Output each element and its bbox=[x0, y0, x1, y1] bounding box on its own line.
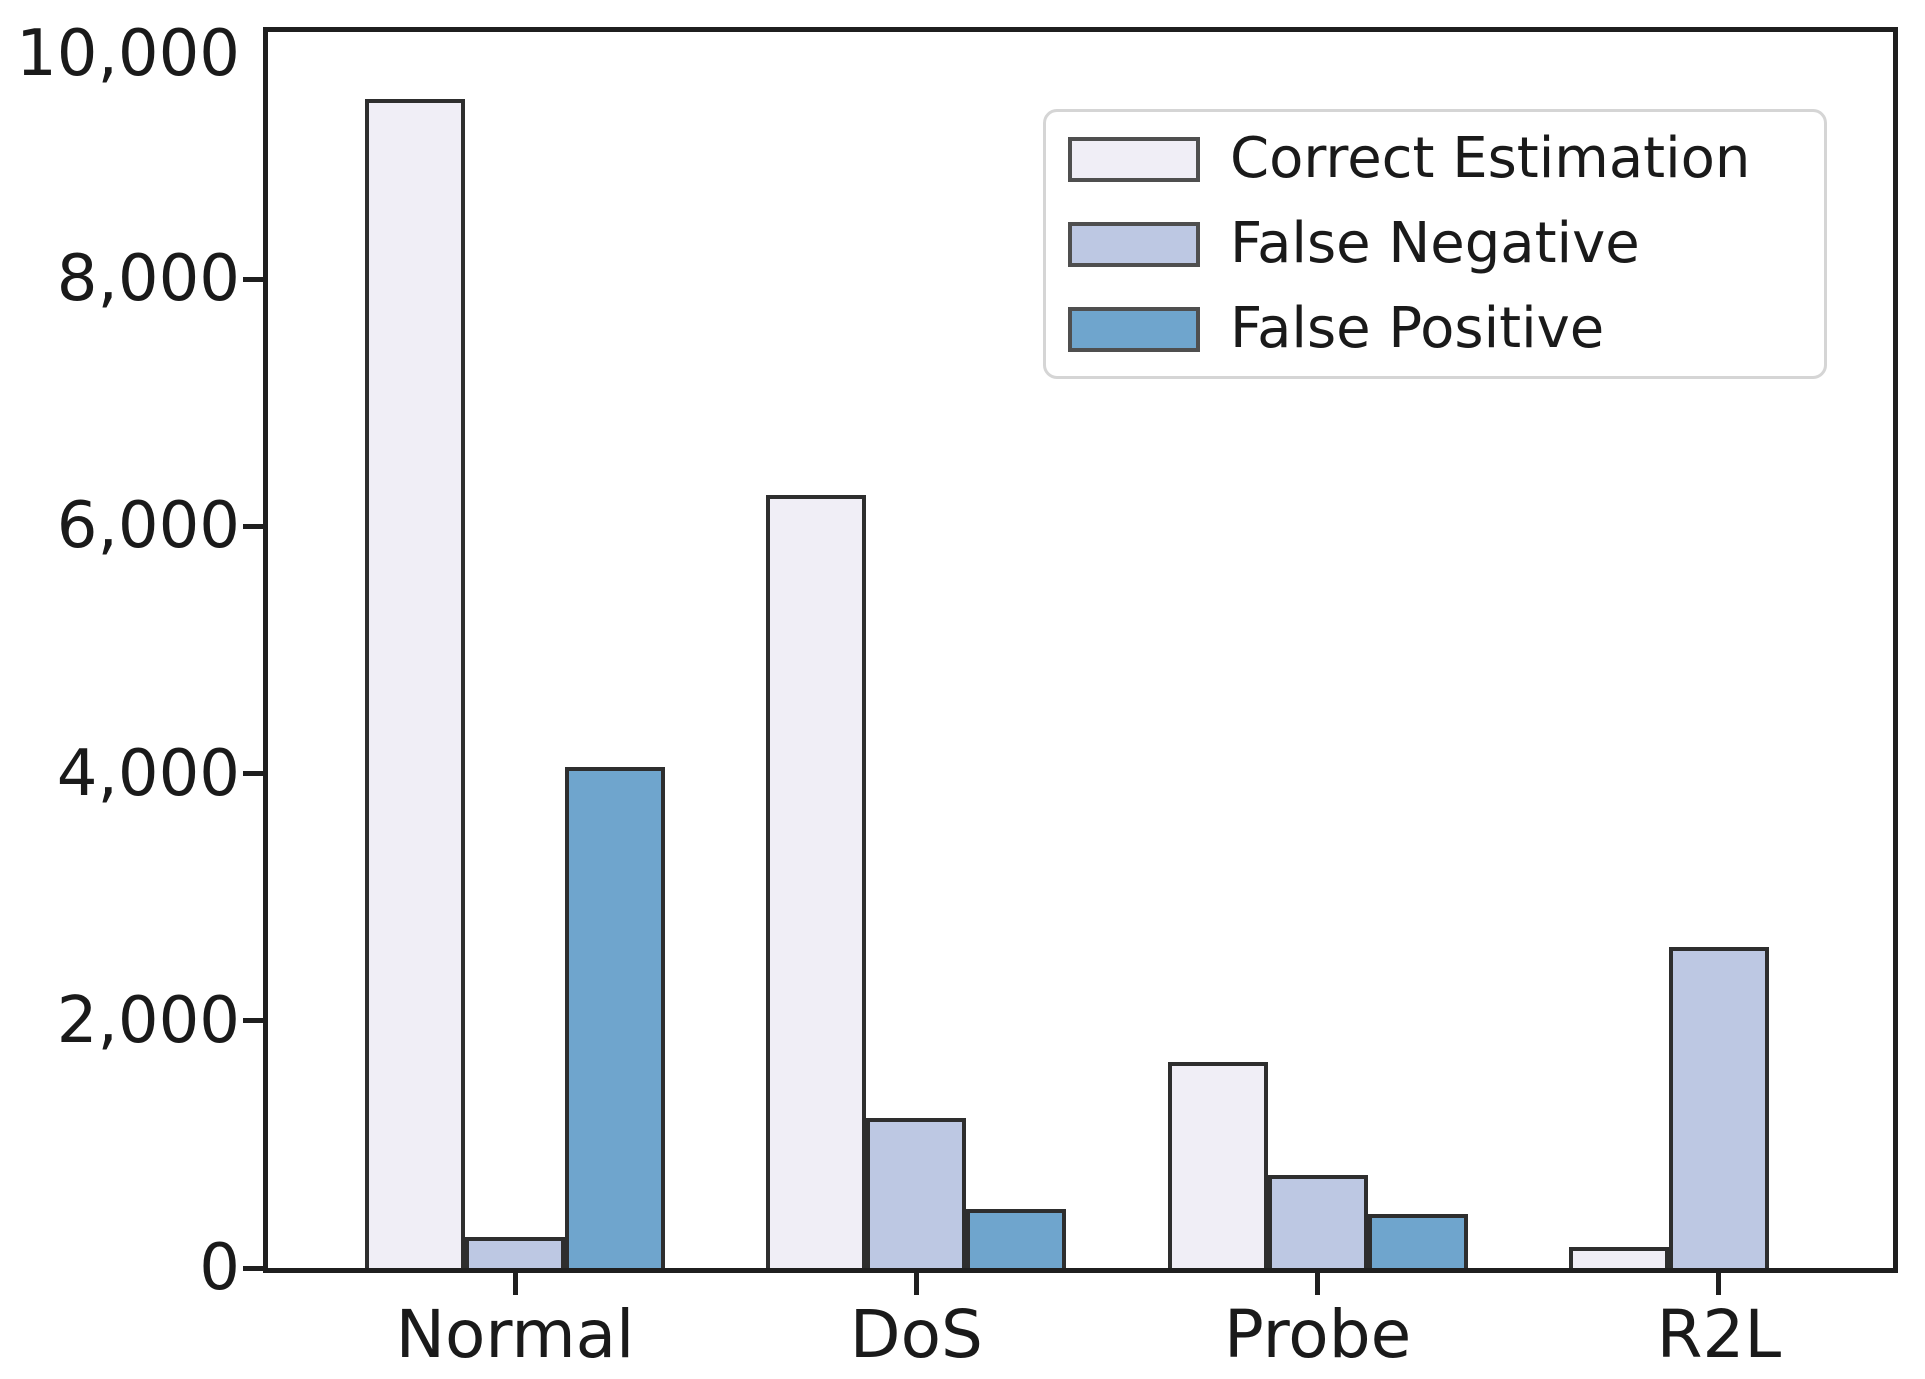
legend-swatch-false-positive bbox=[1068, 306, 1200, 352]
legend-label-false-positive: False Positive bbox=[1230, 296, 1605, 361]
y-tick-mark-0 bbox=[243, 1265, 263, 1271]
bar-dos-correct-estimation bbox=[766, 495, 867, 1268]
x-tick-label-normal: Normal bbox=[395, 1296, 635, 1373]
y-tick-label-4000: 4,000 bbox=[56, 736, 240, 811]
legend: Correct Estimation False Negative False … bbox=[1043, 109, 1827, 379]
x-tick-mark-dos bbox=[913, 1273, 919, 1295]
bar-probe-false-positive bbox=[1367, 1214, 1468, 1268]
y-tick-label-10000: 10,000 bbox=[16, 17, 240, 91]
y-tick-mark-8000 bbox=[243, 276, 263, 282]
bar-r2l-correct-estimation bbox=[1568, 1247, 1669, 1268]
bar-probe-correct-estimation bbox=[1167, 1062, 1268, 1268]
bar-r2l-false-negative bbox=[1668, 947, 1769, 1268]
y-tick-label-2000: 2,000 bbox=[56, 983, 240, 1058]
plot-area: Correct Estimation False Negative False … bbox=[16, 22, 1898, 1370]
legend-item-correct-estimation: Correct Estimation bbox=[1068, 117, 1824, 202]
x-tick-label-dos: DoS bbox=[849, 1296, 983, 1373]
bar-normal-false-negative bbox=[465, 1237, 565, 1268]
x-tick-mark-normal bbox=[512, 1273, 518, 1295]
legend-swatch-correct-estimation bbox=[1068, 136, 1200, 182]
y-tick-label-6000: 6,000 bbox=[56, 489, 240, 564]
bar-normal-false-positive bbox=[565, 767, 665, 1268]
x-tick-mark-probe bbox=[1315, 1273, 1321, 1295]
y-tick-mark-6000 bbox=[243, 523, 263, 529]
y-tick-mark-4000 bbox=[243, 771, 263, 777]
legend-item-false-positive: False Positive bbox=[1068, 287, 1824, 372]
legend-item-false-negative: False Negative bbox=[1068, 202, 1824, 287]
x-tick-mark-r2l bbox=[1716, 1273, 1722, 1295]
legend-swatch-false-negative bbox=[1068, 221, 1200, 267]
bar-dos-false-negative bbox=[866, 1118, 967, 1268]
bar-dos-false-positive bbox=[966, 1209, 1067, 1268]
y-tick-label-0: 0 bbox=[199, 1231, 240, 1305]
bar-probe-false-negative bbox=[1267, 1175, 1368, 1268]
x-tick-label-probe: Probe bbox=[1223, 1296, 1412, 1373]
y-tick-label-8000: 8,000 bbox=[56, 242, 240, 317]
bar-normal-correct-estimation bbox=[365, 99, 465, 1268]
legend-label-false-negative: False Negative bbox=[1230, 211, 1640, 276]
y-tick-mark-2000 bbox=[243, 1018, 263, 1024]
legend-label-correct-estimation: Correct Estimation bbox=[1230, 126, 1751, 191]
x-tick-label-r2l: R2L bbox=[1656, 1296, 1782, 1373]
